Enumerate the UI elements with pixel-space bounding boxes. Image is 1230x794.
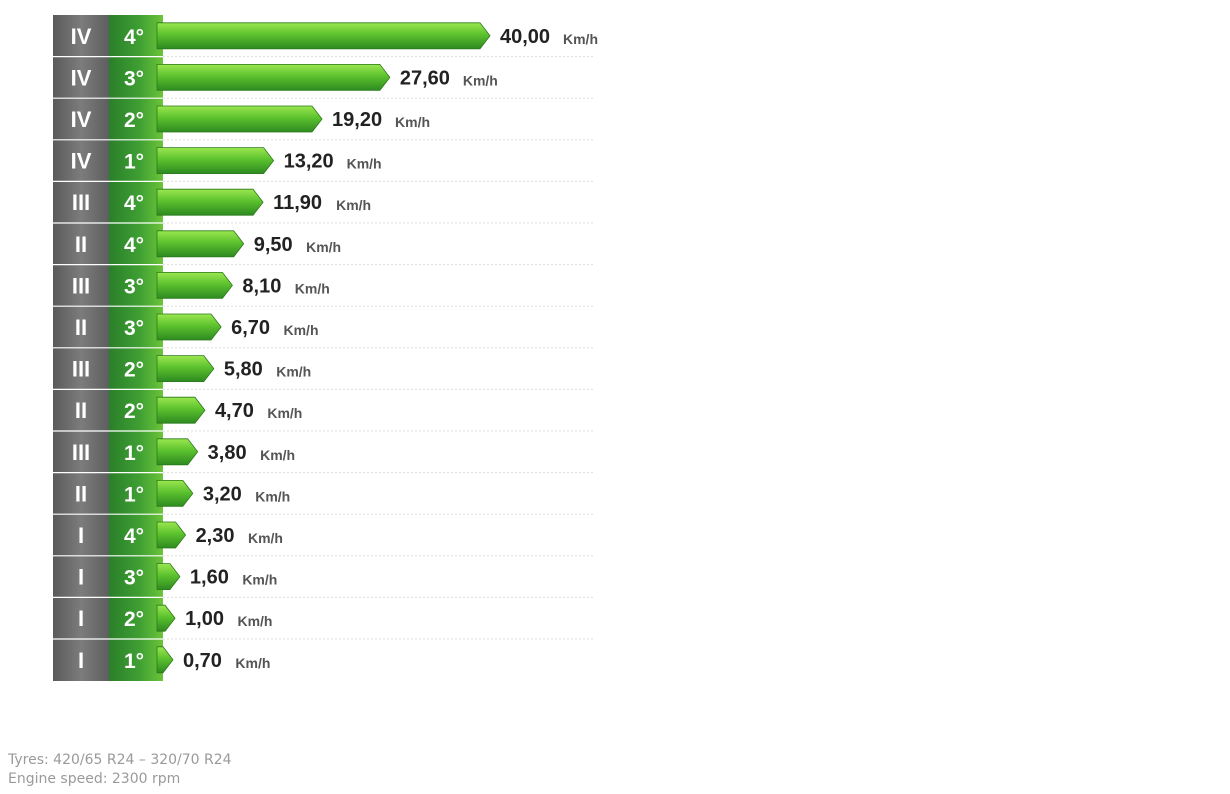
unit-label: Km/h xyxy=(306,239,341,255)
gear-label: 2° xyxy=(124,608,144,631)
range-label: II xyxy=(75,481,87,506)
value-label: 5,80 xyxy=(224,359,263,381)
value-label: 40,00 xyxy=(500,26,550,48)
value-label: 1,00 xyxy=(185,608,224,630)
value-label: 1,60 xyxy=(190,567,229,589)
speed-bar xyxy=(156,563,181,590)
gear-label: 3° xyxy=(124,317,144,340)
range-label: I xyxy=(78,523,84,548)
gear-label: 1° xyxy=(124,151,144,174)
range-label: IV xyxy=(71,65,92,90)
unit-label: Km/h xyxy=(347,156,382,172)
range-label: III xyxy=(72,273,90,298)
unit-label: Km/h xyxy=(336,197,371,213)
range-label: I xyxy=(78,648,84,673)
value-label: 3,20 xyxy=(203,483,242,505)
gear-label: 2° xyxy=(124,359,144,382)
value-label: 2,30 xyxy=(196,525,235,547)
value-label: 6,70 xyxy=(231,317,270,339)
range-label: I xyxy=(78,565,84,590)
value-label: 19,20 xyxy=(332,109,382,131)
value-label: 13,20 xyxy=(284,151,334,173)
range-label: III xyxy=(72,190,90,215)
gear-label: 3° xyxy=(124,67,144,90)
gear-label: 4° xyxy=(124,26,144,49)
unit-label: Km/h xyxy=(260,447,295,463)
speed-bar xyxy=(156,272,233,299)
unit-label: Km/h xyxy=(255,488,290,504)
speed-bar xyxy=(156,480,194,507)
value-label: 9,50 xyxy=(254,234,293,256)
range-label: IV xyxy=(71,107,92,132)
range-label: IV xyxy=(71,24,92,49)
speed-bar xyxy=(156,230,245,258)
gear-label: 2° xyxy=(124,109,144,132)
speed-bar xyxy=(156,313,222,341)
value-label: 8,10 xyxy=(242,275,281,297)
speed-bar xyxy=(156,64,391,91)
range-label: IV xyxy=(71,149,92,174)
gear-label: 3° xyxy=(124,275,144,298)
unit-label: Km/h xyxy=(463,72,498,88)
speed-bar xyxy=(156,147,275,174)
speed-bar xyxy=(156,105,323,133)
range-label: I xyxy=(78,606,84,631)
value-label: 0,70 xyxy=(183,650,222,672)
speed-chart: IV 4° 40,00 Km/h IV 3° 27,60 Km/h IV 2° 19,20 Km/h I… xyxy=(53,15,598,681)
range-label: II xyxy=(75,398,87,423)
unit-label: Km/h xyxy=(242,572,277,588)
speed-bar xyxy=(156,188,264,216)
gear-label: 1° xyxy=(124,483,144,506)
speed-bar xyxy=(156,396,206,424)
unit-label: Km/h xyxy=(276,364,311,380)
value-label: 4,70 xyxy=(215,400,254,422)
value-label: 3,80 xyxy=(208,442,247,464)
gear-label: 3° xyxy=(124,567,144,590)
range-label: II xyxy=(75,232,87,257)
unit-label: Km/h xyxy=(563,31,598,47)
tyres-note: Tyres: 420/65 R24 – 320/70 R24 xyxy=(8,752,232,768)
speed-bar xyxy=(156,438,199,466)
speed-bar xyxy=(156,521,187,549)
gear-label: 4° xyxy=(124,192,144,215)
range-label: III xyxy=(72,440,90,465)
unit-label: Km/h xyxy=(267,405,302,421)
range-label: III xyxy=(72,357,90,382)
unit-label: Km/h xyxy=(295,280,330,296)
gear-label: 4° xyxy=(124,525,144,548)
unit-label: Km/h xyxy=(235,655,270,671)
value-label: 11,90 xyxy=(273,192,322,214)
range-label: II xyxy=(75,315,87,340)
unit-label: Km/h xyxy=(284,322,319,338)
gear-label: 1° xyxy=(124,650,144,673)
gear-label: 2° xyxy=(124,400,144,423)
unit-label: Km/h xyxy=(237,613,272,629)
speed-bar xyxy=(156,355,215,382)
gear-label: 1° xyxy=(124,442,144,465)
value-label: 27,60 xyxy=(400,67,450,89)
speed-bar xyxy=(156,646,174,674)
unit-label: Km/h xyxy=(248,530,283,546)
engine-speed-note: Engine speed: 2300 rpm xyxy=(8,771,181,787)
speed-bar xyxy=(156,604,176,632)
speed-bar xyxy=(156,22,491,50)
unit-label: Km/h xyxy=(395,114,430,130)
gear-label: 4° xyxy=(124,234,144,257)
